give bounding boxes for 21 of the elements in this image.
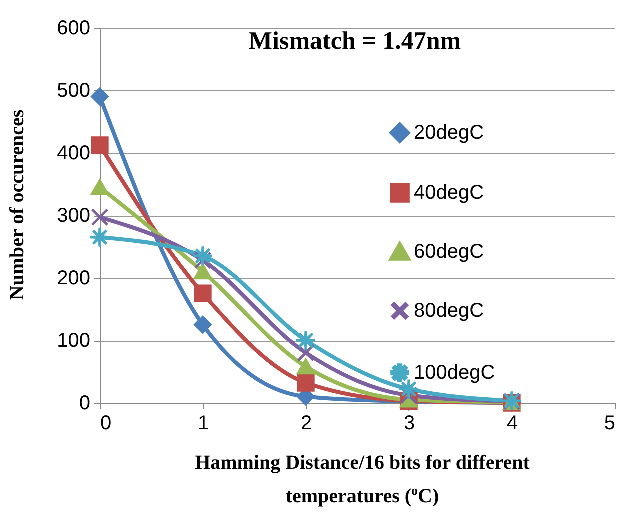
legend-label: 40degC (414, 182, 484, 204)
x-axis-title: Hamming Distance/16 bits for different temperatures ($^{o}$C) (194, 451, 531, 510)
legend-label: 20degC (414, 122, 484, 144)
x-tick-label: 5 (604, 412, 616, 434)
x-tick-label: 1 (198, 412, 210, 434)
y-axis-title: Number of occurences (6, 110, 30, 300)
y-tick-label: 100 (57, 330, 90, 352)
legend-label: 80degC (414, 300, 484, 322)
x-tick-label: 0 (100, 412, 112, 434)
legend-label: 100degC (414, 362, 496, 384)
x-tick-label: 2 (300, 412, 312, 434)
y-tick-label: 300 (57, 205, 90, 227)
y-tick-label: 500 (57, 80, 90, 102)
y-tick-label: 200 (57, 268, 90, 290)
chart-title: Mismatch = 1.47nm (248, 28, 462, 56)
y-tick-label: 0 (79, 392, 90, 414)
x-tick-label: 4 (506, 412, 518, 434)
legend-label: 60degC (414, 241, 484, 263)
x-tick-label: 3 (404, 412, 416, 434)
y-tick-label: 400 (57, 142, 90, 164)
y-tick-label: 600 (57, 18, 90, 40)
